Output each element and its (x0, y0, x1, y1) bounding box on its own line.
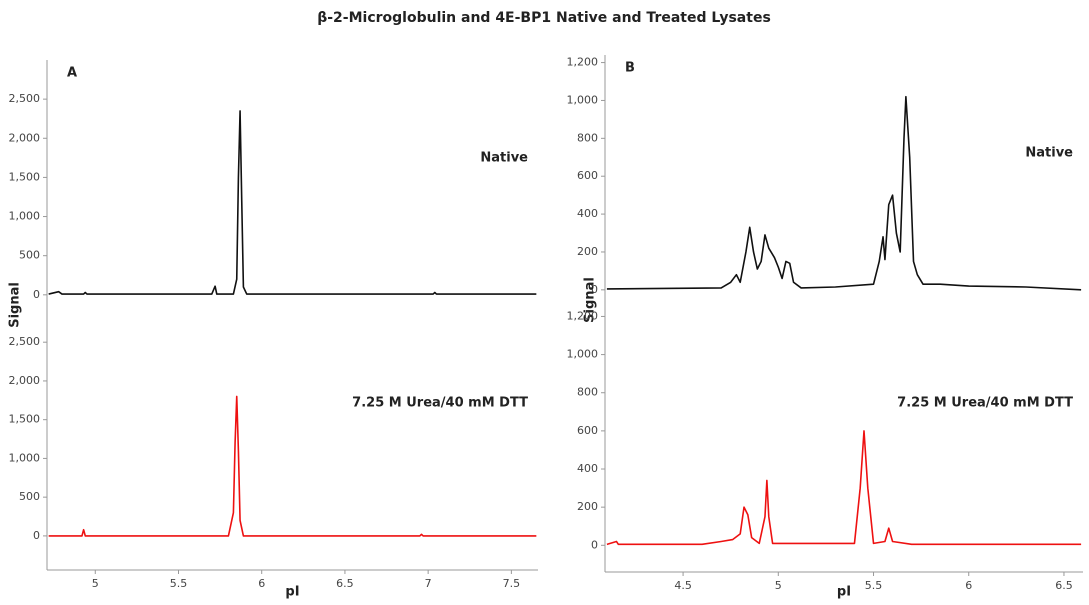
annotation: 7.25 M Urea/40 mM DTT (897, 396, 1073, 411)
y-tick-label: 2,500 (9, 92, 41, 105)
y-tick-label: 500 (19, 490, 40, 503)
panel-label: B (625, 61, 635, 76)
x-tick-label: 5 (775, 579, 782, 592)
annotation: 7.25 M Urea/40 mM DTT (352, 396, 528, 411)
y-tick-label: 500 (19, 249, 40, 262)
x-axis-label: pI (837, 585, 851, 600)
x-tick-label: 7 (425, 577, 432, 590)
y-tick-label: 1,500 (9, 413, 41, 426)
y-tick-label: 1,000 (9, 451, 41, 464)
x-tick-label: 6 (965, 579, 972, 592)
y-tick-label: 0 (33, 288, 40, 301)
x-tick-label: 5 (92, 577, 99, 590)
panel-label: A (67, 66, 77, 81)
signal-line (606, 430, 1082, 546)
annotation: Native (1025, 146, 1073, 161)
x-tick-label: 6 (258, 577, 265, 590)
y-tick-label: 0 (591, 283, 598, 296)
signal-line (606, 95, 1082, 291)
signal-line (48, 110, 537, 295)
y-tick-label: 400 (577, 462, 598, 475)
y-tick-label: 0 (591, 538, 598, 551)
y-tick-label: 0 (33, 529, 40, 542)
annotation: Native (480, 151, 528, 166)
y-tick-label: 1,200 (567, 309, 599, 322)
y-tick-label: 1,000 (567, 348, 599, 361)
y-tick-label: 800 (577, 386, 598, 399)
y-tick-label: 2,500 (9, 335, 41, 348)
y-tick-label: 1,200 (567, 56, 599, 69)
y-tick-label: 600 (577, 424, 598, 437)
x-tick-label: 6.5 (1055, 579, 1073, 592)
x-tick-label: 4.5 (674, 579, 692, 592)
y-tick-label: 1,500 (9, 170, 41, 183)
y-tick-label: 600 (577, 169, 598, 182)
y-tick-label: 200 (577, 500, 598, 513)
y-tick-label: 200 (577, 245, 598, 258)
x-tick-label: 7.5 (503, 577, 521, 590)
y-tick-label: 800 (577, 131, 598, 144)
y-axis-label: Signal (583, 277, 598, 323)
y-tick-label: 2,000 (9, 374, 41, 387)
y-tick-label: 2,000 (9, 131, 41, 144)
y-tick-label: 1,000 (9, 210, 41, 223)
y-tick-label: 400 (577, 207, 598, 220)
chart-title: β-2-Microglobulin and 4E-BP1 Native and … (317, 10, 771, 26)
signal-line (48, 395, 537, 537)
x-tick-label: 5.5 (170, 577, 188, 590)
x-tick-label: 5.5 (865, 579, 883, 592)
y-axis-label: Signal (8, 282, 23, 328)
x-tick-label: 6.5 (336, 577, 354, 590)
x-axis-label: pI (285, 585, 299, 600)
y-tick-label: 1,000 (567, 93, 599, 106)
